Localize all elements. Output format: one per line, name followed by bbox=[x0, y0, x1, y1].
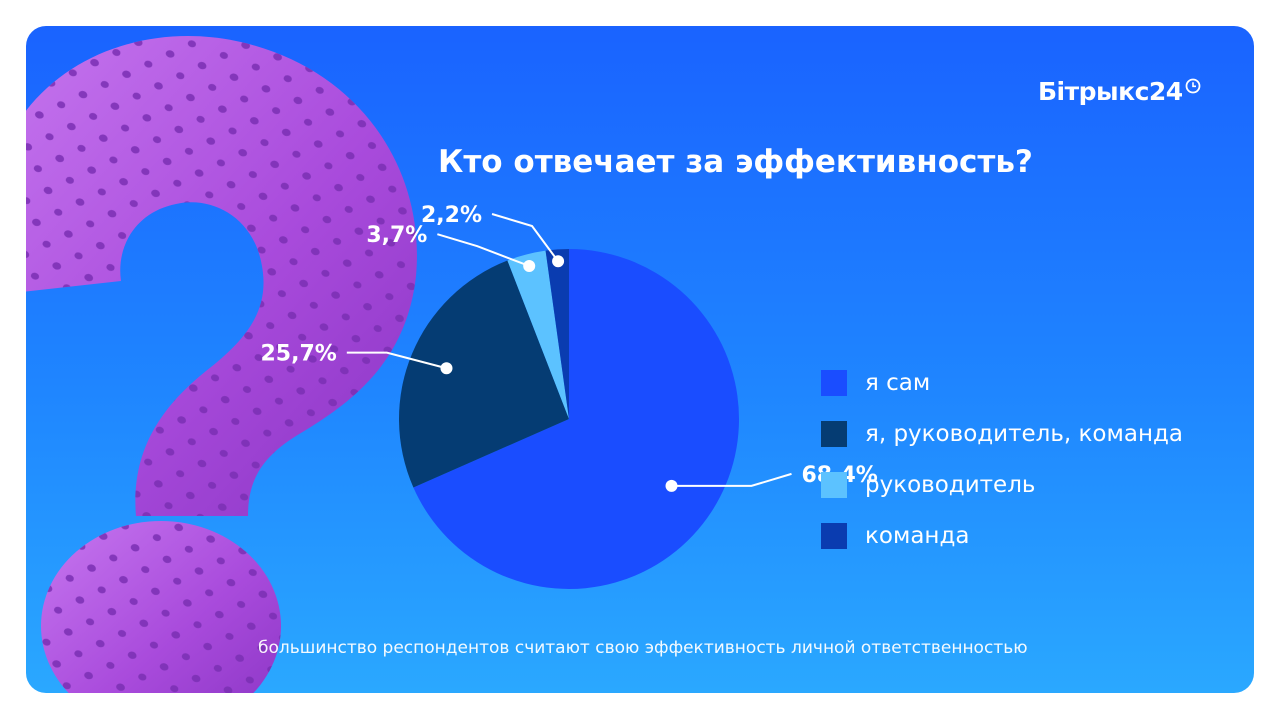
legend-label: я, руководитель, команда bbox=[865, 420, 1183, 447]
legend-item: я, руководитель, команда bbox=[821, 408, 1183, 459]
legend-item: команда bbox=[821, 510, 1183, 561]
leader-line bbox=[491, 213, 559, 262]
legend-label: я сам bbox=[865, 369, 931, 396]
legend-swatch bbox=[821, 369, 847, 396]
label-dot bbox=[665, 479, 678, 492]
pie-slice bbox=[545, 249, 569, 419]
label-dot bbox=[552, 255, 565, 268]
pie-slice bbox=[413, 249, 740, 590]
legend-label: команда bbox=[865, 522, 970, 549]
brand-name: Бітрыкс24 bbox=[1038, 76, 1183, 106]
slice-value-label: 3,7% bbox=[366, 223, 427, 248]
leader-line bbox=[671, 472, 792, 487]
legend-swatch bbox=[821, 522, 847, 549]
pie-slice bbox=[399, 260, 569, 488]
label-dot bbox=[440, 362, 453, 375]
footnote: большинство респондентов считают свою эф… bbox=[258, 638, 1028, 658]
pie-labels: 68,4%25,7%3,7%2,2% bbox=[260, 203, 878, 492]
label-dot bbox=[523, 259, 536, 272]
leader-line bbox=[437, 233, 530, 267]
pie-slices bbox=[399, 249, 740, 590]
slice-value-label: 2,2% bbox=[421, 203, 482, 228]
brand-logo: Бітрыкс24 bbox=[1038, 73, 1201, 109]
leader-line bbox=[346, 351, 447, 370]
legend-label: руководитель bbox=[865, 471, 1036, 498]
legend-swatch bbox=[821, 420, 847, 447]
legend-item: руководитель bbox=[821, 459, 1183, 510]
chart-legend: я сам я, руководитель, команда руководит… bbox=[821, 357, 1183, 561]
pie-chart: 68,4%25,7%3,7%2,2% bbox=[260, 203, 878, 590]
slice-value-label: 25,7% bbox=[260, 342, 336, 367]
infographic-card: Бітрыкс24 Кто отвечает за эффективность?… bbox=[26, 26, 1254, 693]
pie-slice bbox=[507, 250, 569, 419]
legend-swatch bbox=[821, 471, 847, 498]
chart-title: Кто отвечает за эффективность? bbox=[438, 144, 1033, 180]
question-mark-icon bbox=[26, 36, 417, 693]
clock-icon bbox=[1185, 78, 1201, 94]
legend-item: я сам bbox=[821, 357, 1183, 408]
